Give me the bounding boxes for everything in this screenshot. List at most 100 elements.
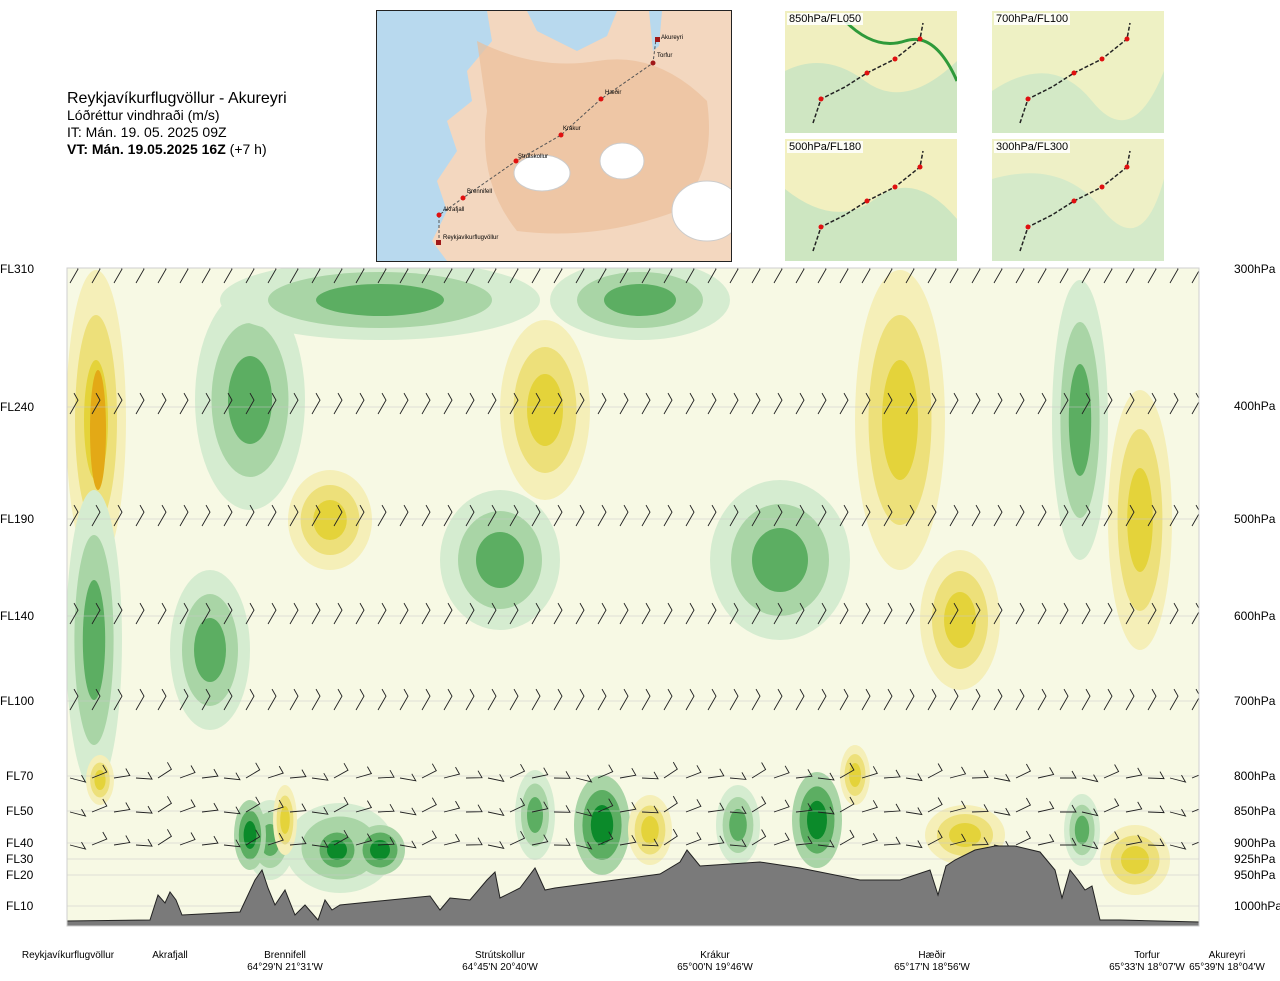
map-label-krakur: Krákur: [563, 126, 581, 132]
wind-barb: [839, 688, 849, 711]
wind-barb: [267, 799, 284, 813]
field-contour: [1121, 846, 1149, 874]
station-akureyri: Akureyri 65°39'N 18°04'W: [1189, 950, 1265, 974]
wind-barb: [311, 772, 329, 781]
wind-barb: [905, 268, 915, 284]
wind-barb: [905, 840, 923, 849]
wind-barb: [597, 764, 614, 779]
wind-barb: [553, 504, 563, 527]
field-contour: [82, 580, 106, 700]
wind-barb: [245, 602, 255, 625]
wind-barb: [1191, 688, 1199, 711]
wind-barb: [487, 602, 497, 625]
wind-barb: [795, 504, 805, 527]
wind-barb: [553, 268, 563, 284]
wind-barb: [113, 268, 123, 284]
wind-barb: [69, 688, 79, 711]
hpa-label-925: 925hPa: [1234, 852, 1276, 866]
wind-barb: [619, 801, 637, 813]
wind-barb: [113, 602, 123, 625]
wind-barb: [201, 268, 211, 284]
route-title: Reykjavíkurflugvöllur - Akureyri: [67, 90, 287, 107]
field-contour: [849, 763, 861, 787]
wind-barb: [289, 803, 307, 813]
wind-barb: [1147, 771, 1165, 780]
wind-barb: [377, 504, 387, 527]
map-label-torfur: Torfur: [657, 53, 672, 59]
wind-barb: [773, 832, 790, 846]
wind-barb: [883, 688, 893, 711]
wind-barb: [289, 392, 299, 415]
map-label-reykjavik: Reykjavíkurflugvöllur: [443, 235, 498, 241]
wind-barb: [949, 504, 959, 527]
wind-barb: [1169, 392, 1179, 415]
wind-barb: [91, 268, 101, 284]
wind-barb: [509, 392, 519, 415]
wind-barb: [443, 800, 461, 813]
wind-barb: [773, 765, 790, 779]
wind-barb: [443, 392, 453, 415]
wind-barb: [1103, 504, 1113, 527]
wind-barb: [377, 602, 387, 625]
wind-barb: [355, 688, 365, 711]
fl-label-30: FL30: [6, 852, 34, 866]
fl-label-310: FL310: [0, 262, 35, 276]
wind-barb: [839, 268, 849, 284]
wind-barb: [157, 392, 167, 415]
wind-barb: [179, 268, 189, 284]
wind-barb: [1060, 770, 1077, 779]
wind-barb: [377, 688, 387, 711]
wind-barb: [289, 602, 299, 625]
field-contour: [590, 805, 614, 845]
wind-barb: [707, 802, 725, 813]
wind-barb: [1081, 504, 1091, 527]
wind-barb: [927, 830, 943, 846]
wind-barb: [267, 765, 284, 779]
wind-barb: [971, 804, 989, 813]
fl-label-100: FL100: [0, 694, 35, 708]
wind-barb: [509, 763, 526, 779]
field-contour: [1127, 468, 1153, 572]
thumbnail-500[interactable]: 500hPa/FL180: [785, 139, 957, 261]
wind-barb: [69, 602, 79, 625]
wind-barb: [487, 268, 497, 284]
wind-barb: [839, 829, 855, 846]
wind-barb: [311, 392, 321, 415]
thumbnail-300[interactable]: 300hPa/FL300: [992, 139, 1164, 261]
wind-barb: [179, 832, 196, 846]
wind-barb: [1169, 602, 1179, 625]
wind-barb: [223, 688, 233, 711]
station-coord: 65°33'N 18°07'W: [1109, 962, 1185, 973]
wind-barb: [971, 602, 981, 625]
thumbnail-850-image: [785, 11, 957, 133]
wind-barb: [927, 602, 937, 625]
thumbnail-700[interactable]: 700hPa/FL100: [992, 11, 1164, 133]
wind-barb: [729, 602, 739, 625]
field-contour: [752, 528, 808, 592]
wind-barb: [509, 268, 519, 284]
thumbnail-850[interactable]: 850hPa/FL050: [785, 11, 957, 133]
wind-barb: [157, 762, 173, 779]
station-name: Krákur: [700, 950, 730, 961]
wind-barb: [1191, 808, 1199, 813]
waypoint-marker: [436, 240, 441, 245]
station-haedir: Hæðir 65°17'N 18°56'W: [894, 950, 970, 974]
wind-barb: [289, 268, 299, 284]
wind-barb: [223, 504, 233, 527]
wind-barb: [663, 795, 678, 813]
wind-barb: [993, 268, 1003, 284]
wind-barb: [355, 602, 365, 625]
wind-barb: [245, 762, 261, 779]
map-label-brennifell: Brennifell: [467, 189, 492, 195]
wind-barb: [707, 835, 725, 846]
thumbnail-500-label: 500hPa/FL180: [787, 141, 864, 153]
wind-barb: [597, 602, 607, 625]
field-contour: [527, 374, 563, 446]
wind-barb: [377, 836, 395, 846]
wind-barb: [949, 688, 959, 711]
station-name: Akureyri: [1208, 950, 1246, 961]
wind-barb: [971, 268, 981, 284]
wind-barb: [663, 392, 673, 415]
wind-barb: [509, 797, 526, 813]
